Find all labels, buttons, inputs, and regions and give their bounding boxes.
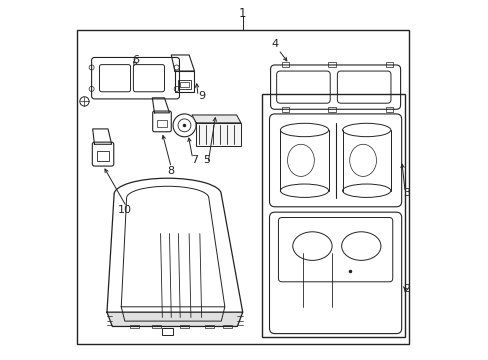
- Bar: [97, 152, 109, 161]
- Text: 7: 7: [190, 156, 198, 165]
- Polygon shape: [192, 115, 241, 123]
- Text: 4: 4: [271, 39, 278, 49]
- Text: 8: 8: [167, 166, 175, 176]
- Bar: [282, 108, 288, 112]
- Bar: [223, 325, 231, 328]
- Bar: [178, 80, 190, 89]
- Text: 5: 5: [203, 156, 210, 165]
- Bar: [282, 63, 288, 67]
- Bar: [162, 328, 173, 336]
- Bar: [157, 120, 166, 127]
- Text: 3: 3: [403, 188, 410, 198]
- Bar: [151, 325, 160, 328]
- Polygon shape: [107, 312, 242, 327]
- Bar: [180, 82, 189, 87]
- Text: 10: 10: [118, 205, 132, 215]
- Bar: [328, 63, 335, 67]
- Bar: [385, 63, 392, 67]
- Bar: [262, 94, 405, 337]
- Text: 2: 2: [403, 284, 410, 294]
- Bar: [77, 30, 408, 344]
- Bar: [328, 108, 335, 112]
- Bar: [180, 325, 189, 328]
- Text: 9: 9: [198, 91, 205, 101]
- Bar: [196, 123, 241, 146]
- Text: 1: 1: [239, 8, 246, 21]
- Text: 6: 6: [132, 55, 139, 65]
- Bar: [130, 325, 139, 328]
- Polygon shape: [196, 123, 241, 146]
- Bar: [385, 108, 392, 112]
- Bar: [205, 325, 214, 328]
- Bar: [175, 71, 194, 93]
